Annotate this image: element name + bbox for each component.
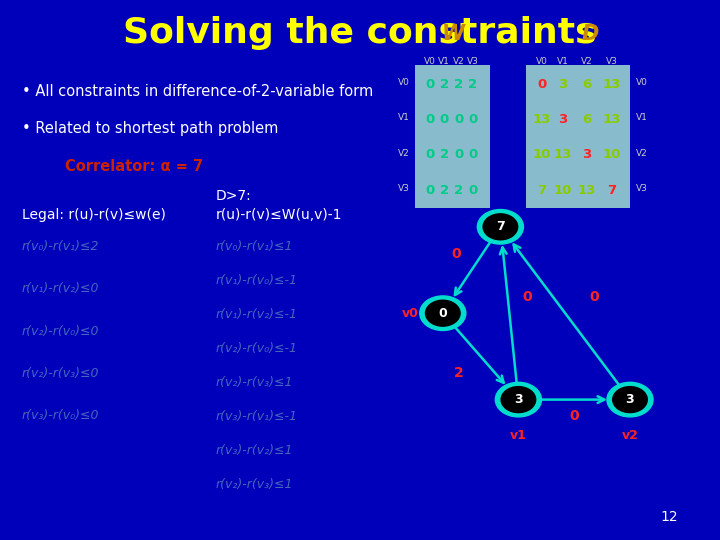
Text: 0: 0 [523,290,532,304]
Circle shape [501,387,536,413]
Text: 0: 0 [454,148,463,161]
Text: 0: 0 [469,113,477,126]
Text: 3: 3 [559,113,567,126]
Text: • Related to shortest path problem: • Related to shortest path problem [22,122,278,137]
Text: 3: 3 [514,393,523,406]
Text: 7: 7 [608,184,616,197]
Text: 3: 3 [626,393,634,406]
Text: 13: 13 [554,148,572,161]
Text: V3: V3 [606,57,618,66]
Text: • All constraints in difference-of-2-variable form: • All constraints in difference-of-2-var… [22,84,373,99]
Text: v0: v0 [402,307,419,320]
Text: 0: 0 [454,113,463,126]
Text: 0: 0 [438,307,447,320]
Text: 12: 12 [661,510,678,524]
Text: r(v₂)-r(v₃)≤1: r(v₂)-r(v₃)≤1 [216,376,294,389]
Text: r(v₁)-r(v₂)≤-1: r(v₁)-r(v₂)≤-1 [216,308,298,321]
Text: 13: 13 [603,113,621,126]
Text: 2: 2 [469,78,477,91]
Circle shape [420,296,466,330]
Text: 0: 0 [426,113,434,126]
Circle shape [483,214,518,240]
Text: r(v₃)-r(v₀)≤0: r(v₃)-r(v₀)≤0 [22,409,99,422]
Text: 2: 2 [440,184,449,197]
Text: r(v₀)-r(v₁)≤2: r(v₀)-r(v₁)≤2 [22,240,99,253]
Text: 3: 3 [559,78,567,91]
Text: 13: 13 [603,78,621,91]
Text: 13: 13 [577,184,596,197]
Text: 0: 0 [469,184,477,197]
Text: r(v₁)-r(v₂)≤0: r(v₁)-r(v₂)≤0 [22,282,99,295]
Text: 0: 0 [440,113,449,126]
Text: V3: V3 [636,184,647,193]
Bar [526,65,630,208]
Text: v1: v1 [510,429,527,442]
Text: r(v₂)-r(v₃)≤1: r(v₂)-r(v₃)≤1 [216,478,294,491]
Text: V3: V3 [398,184,410,193]
Text: Solving the constraints: Solving the constraints [123,16,597,50]
Text: V1: V1 [398,113,410,123]
Text: 7: 7 [538,184,546,197]
Text: 10: 10 [533,148,552,161]
Text: Legal: r(u)-r(v)≤w(e): Legal: r(u)-r(v)≤w(e) [22,208,166,222]
Text: 13: 13 [533,113,552,126]
Text: 0: 0 [570,409,579,423]
Text: 6: 6 [582,113,591,126]
Circle shape [607,382,653,417]
Text: 2: 2 [454,184,463,197]
Text: r(u)-r(v)≤W(u,v)-1: r(u)-r(v)≤W(u,v)-1 [216,208,343,222]
Text: v2: v2 [621,429,639,442]
Text: 0: 0 [469,148,477,161]
Text: Correlator: α = 7: Correlator: α = 7 [65,159,203,174]
Text: 7: 7 [496,220,505,233]
Text: V2: V2 [453,57,464,66]
Text: V0: V0 [398,78,410,87]
Text: V1: V1 [438,57,450,66]
Text: V2: V2 [636,148,647,158]
Text: 2: 2 [440,148,449,161]
Text: V2: V2 [398,148,410,158]
Text: 10: 10 [554,184,572,197]
Text: 0: 0 [426,78,434,91]
Circle shape [613,387,647,413]
Circle shape [426,300,460,326]
Text: r(v₃)-r(v₁)≤-1: r(v₃)-r(v₁)≤-1 [216,410,298,423]
Text: V3: V3 [467,57,479,66]
Text: V1: V1 [557,57,569,66]
Text: r(v₂)-r(v₃)≤0: r(v₂)-r(v₃)≤0 [22,367,99,380]
Text: r(v₀)-r(v₁)≤1: r(v₀)-r(v₁)≤1 [216,240,294,253]
Text: V1: V1 [636,113,647,123]
Text: D>7:: D>7: [216,189,252,203]
Text: r(v₁)-r(v₀)≤-1: r(v₁)-r(v₀)≤-1 [216,274,298,287]
Text: 2: 2 [440,78,449,91]
Text: 6: 6 [582,78,591,91]
Text: r(v₃)-r(v₂)≤1: r(v₃)-r(v₂)≤1 [216,444,294,457]
Bar [415,65,490,208]
Circle shape [477,210,523,244]
Text: W: W [442,24,465,44]
Text: 0: 0 [538,78,546,91]
Text: 2: 2 [454,78,463,91]
Text: 3: 3 [582,148,591,161]
Text: V2: V2 [581,57,593,66]
Text: D: D [582,24,599,44]
Text: V0: V0 [424,57,436,66]
Text: 10: 10 [603,148,621,161]
Text: 0: 0 [451,247,461,261]
Text: V0: V0 [536,57,548,66]
Text: 2: 2 [454,366,464,380]
Circle shape [495,382,541,417]
Text: 0: 0 [589,290,599,304]
Text: r(v₂)-r(v₀)≤-1: r(v₂)-r(v₀)≤-1 [216,342,298,355]
Text: 0: 0 [426,184,434,197]
Text: r(v₂)-r(v₀)≤0: r(v₂)-r(v₀)≤0 [22,325,99,338]
Text: 0: 0 [426,148,434,161]
Text: V0: V0 [636,78,647,87]
